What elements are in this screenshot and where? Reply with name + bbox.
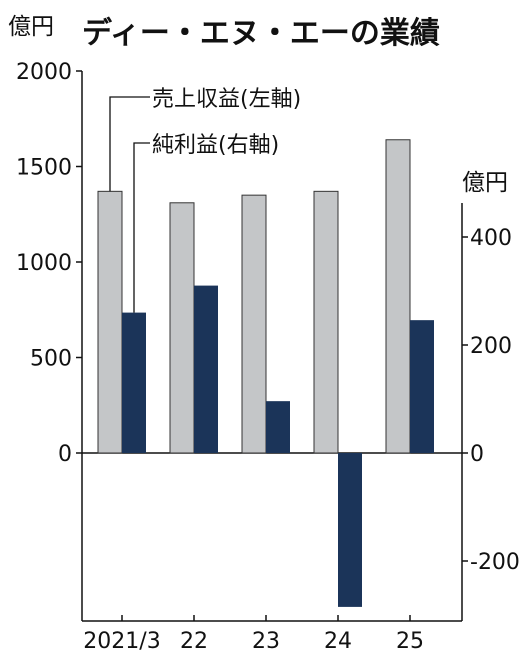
- net-profit-bar: [122, 312, 146, 453]
- revenue-bar: [169, 202, 195, 454]
- net-profit-bar: [194, 285, 218, 453]
- left-tick-label: 0: [58, 442, 72, 467]
- left-tick-label: 500: [30, 347, 72, 372]
- legend-leader-revenue: [109, 96, 150, 192]
- revenue-bar: [97, 190, 123, 454]
- revenue-bar: [241, 194, 267, 454]
- legend-label-revenue: 売上収益(左軸): [152, 87, 301, 112]
- legend-label-net-profit: 純利益(右軸): [152, 133, 279, 158]
- right-tick-label: 0: [470, 442, 484, 467]
- x-tick-label: 2021/3: [83, 629, 160, 654]
- revenue-bar: [313, 190, 339, 454]
- left-tick-label: 1500: [16, 156, 72, 181]
- net-profit-bar: [266, 401, 290, 453]
- right-tick-label: 200: [470, 334, 512, 359]
- left-axis-unit: 億円: [8, 14, 54, 40]
- legend: 売上収益(左軸) 純利益(右軸): [109, 87, 301, 313]
- left-tick-label: 1000: [16, 251, 72, 276]
- x-tick-label: 22: [180, 629, 208, 654]
- net-profit-bar: [338, 453, 362, 607]
- left-tick-label: 2000: [16, 60, 72, 85]
- x-tick-label: 25: [396, 629, 424, 654]
- bars: [97, 139, 434, 607]
- chart-title: ディー・エヌ・エーの業績: [82, 16, 440, 51]
- revenue-bar: [385, 139, 411, 454]
- right-axis-unit: 億円: [462, 170, 508, 196]
- legend-leader-net-profit: [133, 142, 150, 313]
- x-tick-label: 23: [252, 629, 280, 654]
- net-profit-bar: [410, 320, 434, 453]
- right-tick-label: -200: [470, 550, 520, 575]
- right-tick-label: 400: [470, 226, 512, 251]
- x-tick-label: 24: [324, 629, 352, 654]
